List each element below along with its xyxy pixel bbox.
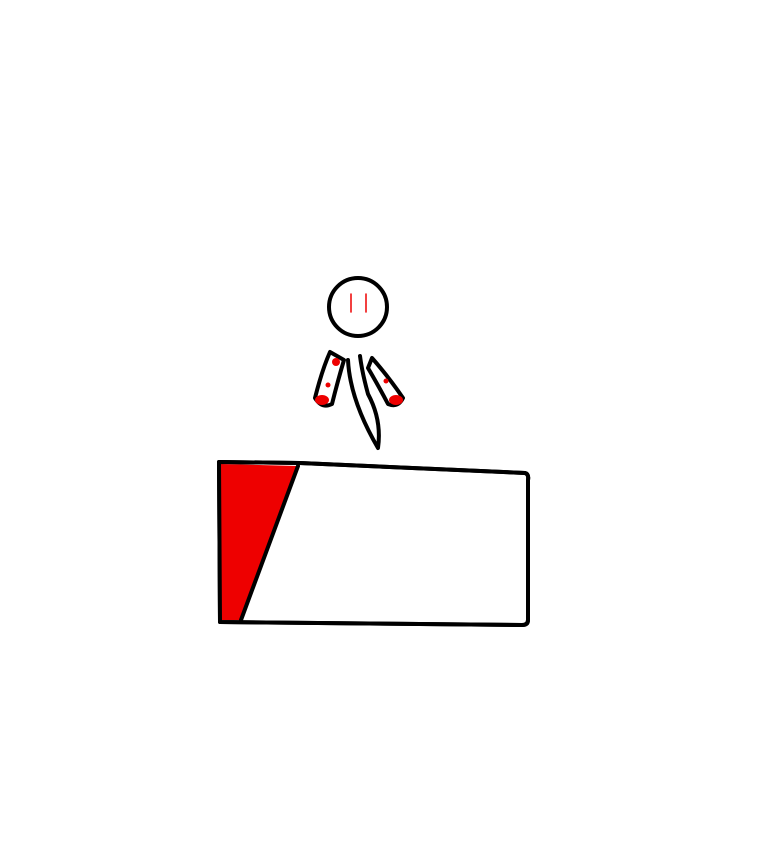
blood <box>325 382 331 388</box>
stain-edge <box>239 464 300 622</box>
head <box>327 276 389 338</box>
blood-stain <box>221 464 298 620</box>
box <box>217 460 531 627</box>
blood <box>332 358 340 366</box>
body <box>346 354 381 450</box>
blood <box>389 395 403 405</box>
blood <box>315 395 329 405</box>
blood-marks <box>315 358 403 405</box>
box-border <box>217 460 531 627</box>
blood <box>383 378 389 384</box>
